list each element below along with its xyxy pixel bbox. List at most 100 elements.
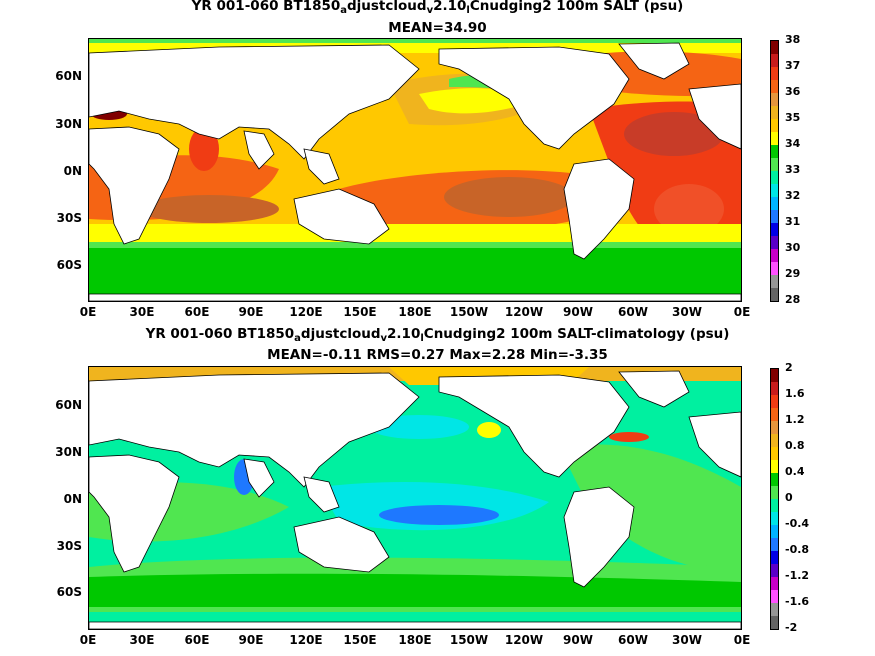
top-lat-label: 30S <box>56 211 82 225</box>
top-lat-label: 0N <box>63 164 82 178</box>
top-lon-label: 120E <box>289 305 323 319</box>
colorbar-label: 1.6 <box>785 387 805 400</box>
colorbar-label: -0.4 <box>785 517 810 530</box>
top-lon-label: 90W <box>563 305 593 319</box>
bottom-lon-label: 180E <box>398 633 432 647</box>
colorbar-label: -1.6 <box>785 595 810 608</box>
bottom-lon-label: 60W <box>618 633 648 647</box>
colorbar-swatch <box>771 67 778 80</box>
colorbar-swatch <box>771 473 778 486</box>
colorbar-swatch <box>771 288 778 301</box>
top-lat-label: 60N <box>55 69 82 83</box>
colorbar-swatch <box>771 197 778 210</box>
bottom-lon-label: 120W <box>504 633 544 647</box>
colorbar-swatch <box>771 460 778 473</box>
top-lon-label: 150W <box>449 305 489 319</box>
bottom-lon-label: 30E <box>129 633 155 647</box>
bottom-title-line2: MEAN=-0.11 RMS=0.27 Max=2.28 Min=-3.35 <box>267 347 608 363</box>
colorbar-swatch <box>771 590 778 603</box>
colorbar-label: -2 <box>785 621 798 634</box>
colorbar-label: 31 <box>785 215 801 228</box>
colorbar-label: 30 <box>785 241 801 254</box>
colorbar-swatch <box>771 408 778 421</box>
colorbar-swatch <box>771 119 778 132</box>
top-lon-label: 0E <box>733 305 751 319</box>
colorbar-swatch <box>771 551 778 564</box>
bottom-lat-label: 0N <box>63 492 82 506</box>
colorbar-label: 0.4 <box>785 465 805 478</box>
colorbar-swatch <box>771 421 778 434</box>
colorbar-swatch <box>771 145 778 158</box>
top-lon-label: 60E <box>184 305 210 319</box>
colorbar-swatch <box>771 171 778 184</box>
top-lon-label: 150E <box>343 305 377 319</box>
colorbar-swatch <box>771 262 778 275</box>
colorbar-swatch <box>771 512 778 525</box>
colorbar-swatch <box>771 54 778 67</box>
colorbar-label: 0.8 <box>785 439 805 452</box>
top-map-svg <box>89 39 741 301</box>
bottom-lon-label: 60E <box>184 633 210 647</box>
colorbar-label: 33 <box>785 163 801 176</box>
colorbar-swatch <box>771 525 778 538</box>
top-title-line2: MEAN=34.90 <box>388 20 487 36</box>
colorbar-swatch <box>771 236 778 249</box>
colorbar-swatch <box>771 369 778 382</box>
bottom-colorbar <box>770 368 779 630</box>
colorbar-swatch <box>771 538 778 551</box>
top-lon-label: 0E <box>79 305 97 319</box>
bottom-map-svg <box>89 367 741 629</box>
top-colorbar <box>770 40 779 302</box>
colorbar-swatch <box>771 41 778 54</box>
bottom-lat-label: 60S <box>56 585 82 599</box>
colorbar-swatch <box>771 603 778 616</box>
colorbar-label: 32 <box>785 189 801 202</box>
bottom-lon-label: 150E <box>343 633 377 647</box>
bottom-lon-label: 30W <box>672 633 702 647</box>
colorbar-swatch <box>771 223 778 236</box>
top-lon-label: 90E <box>238 305 264 319</box>
colorbar-swatch <box>771 395 778 408</box>
colorbar-swatch <box>771 275 778 288</box>
colorbar-swatch <box>771 93 778 106</box>
colorbar-swatch <box>771 210 778 223</box>
colorbar-swatch <box>771 132 778 145</box>
colorbar-swatch <box>771 447 778 460</box>
colorbar-label: 36 <box>785 85 801 98</box>
colorbar-label: 1.2 <box>785 413 805 426</box>
colorbar-swatch <box>771 80 778 93</box>
colorbar-label: 28 <box>785 293 801 306</box>
bottom-lat-label: 60N <box>55 398 82 412</box>
bottom-lon-label: 0E <box>79 633 97 647</box>
colorbar-swatch <box>771 249 778 262</box>
bottom-salinity-anomaly-map <box>88 366 742 630</box>
bottom-title-line1: YR 001-060 BT1850adjustcloudv2.10lCnudgi… <box>145 326 730 344</box>
colorbar-swatch <box>771 616 778 629</box>
colorbar-swatch <box>771 434 778 447</box>
colorbar-label: 2 <box>785 361 793 374</box>
colorbar-label: -0.8 <box>785 543 810 556</box>
top-lon-label: 60W <box>618 305 648 319</box>
top-lon-label: 180E <box>398 305 432 319</box>
bottom-lon-label: 150W <box>449 633 489 647</box>
colorbar-swatch <box>771 499 778 512</box>
top-title-line1: YR 001-060 BT1850adjustcloudv2.10lCnudgi… <box>191 0 684 16</box>
colorbar-label: -1.2 <box>785 569 810 582</box>
colorbar-label: 34 <box>785 137 801 150</box>
colorbar-label: 0 <box>785 491 793 504</box>
bottom-lon-label: 90E <box>238 633 264 647</box>
colorbar-label: 29 <box>785 267 801 280</box>
top-lon-label: 30W <box>672 305 702 319</box>
bottom-lat-label: 30N <box>55 445 82 459</box>
colorbar-label: 37 <box>785 59 801 72</box>
colorbar-label: 35 <box>785 111 801 124</box>
top-lon-label: 30E <box>129 305 155 319</box>
colorbar-swatch <box>771 382 778 395</box>
colorbar-label: 38 <box>785 33 801 46</box>
bottom-lon-label: 0E <box>733 633 751 647</box>
top-lat-label: 60S <box>56 258 82 272</box>
top-salinity-map <box>88 38 742 302</box>
colorbar-swatch <box>771 564 778 577</box>
top-lat-label: 30N <box>55 117 82 131</box>
colorbar-swatch <box>771 577 778 590</box>
